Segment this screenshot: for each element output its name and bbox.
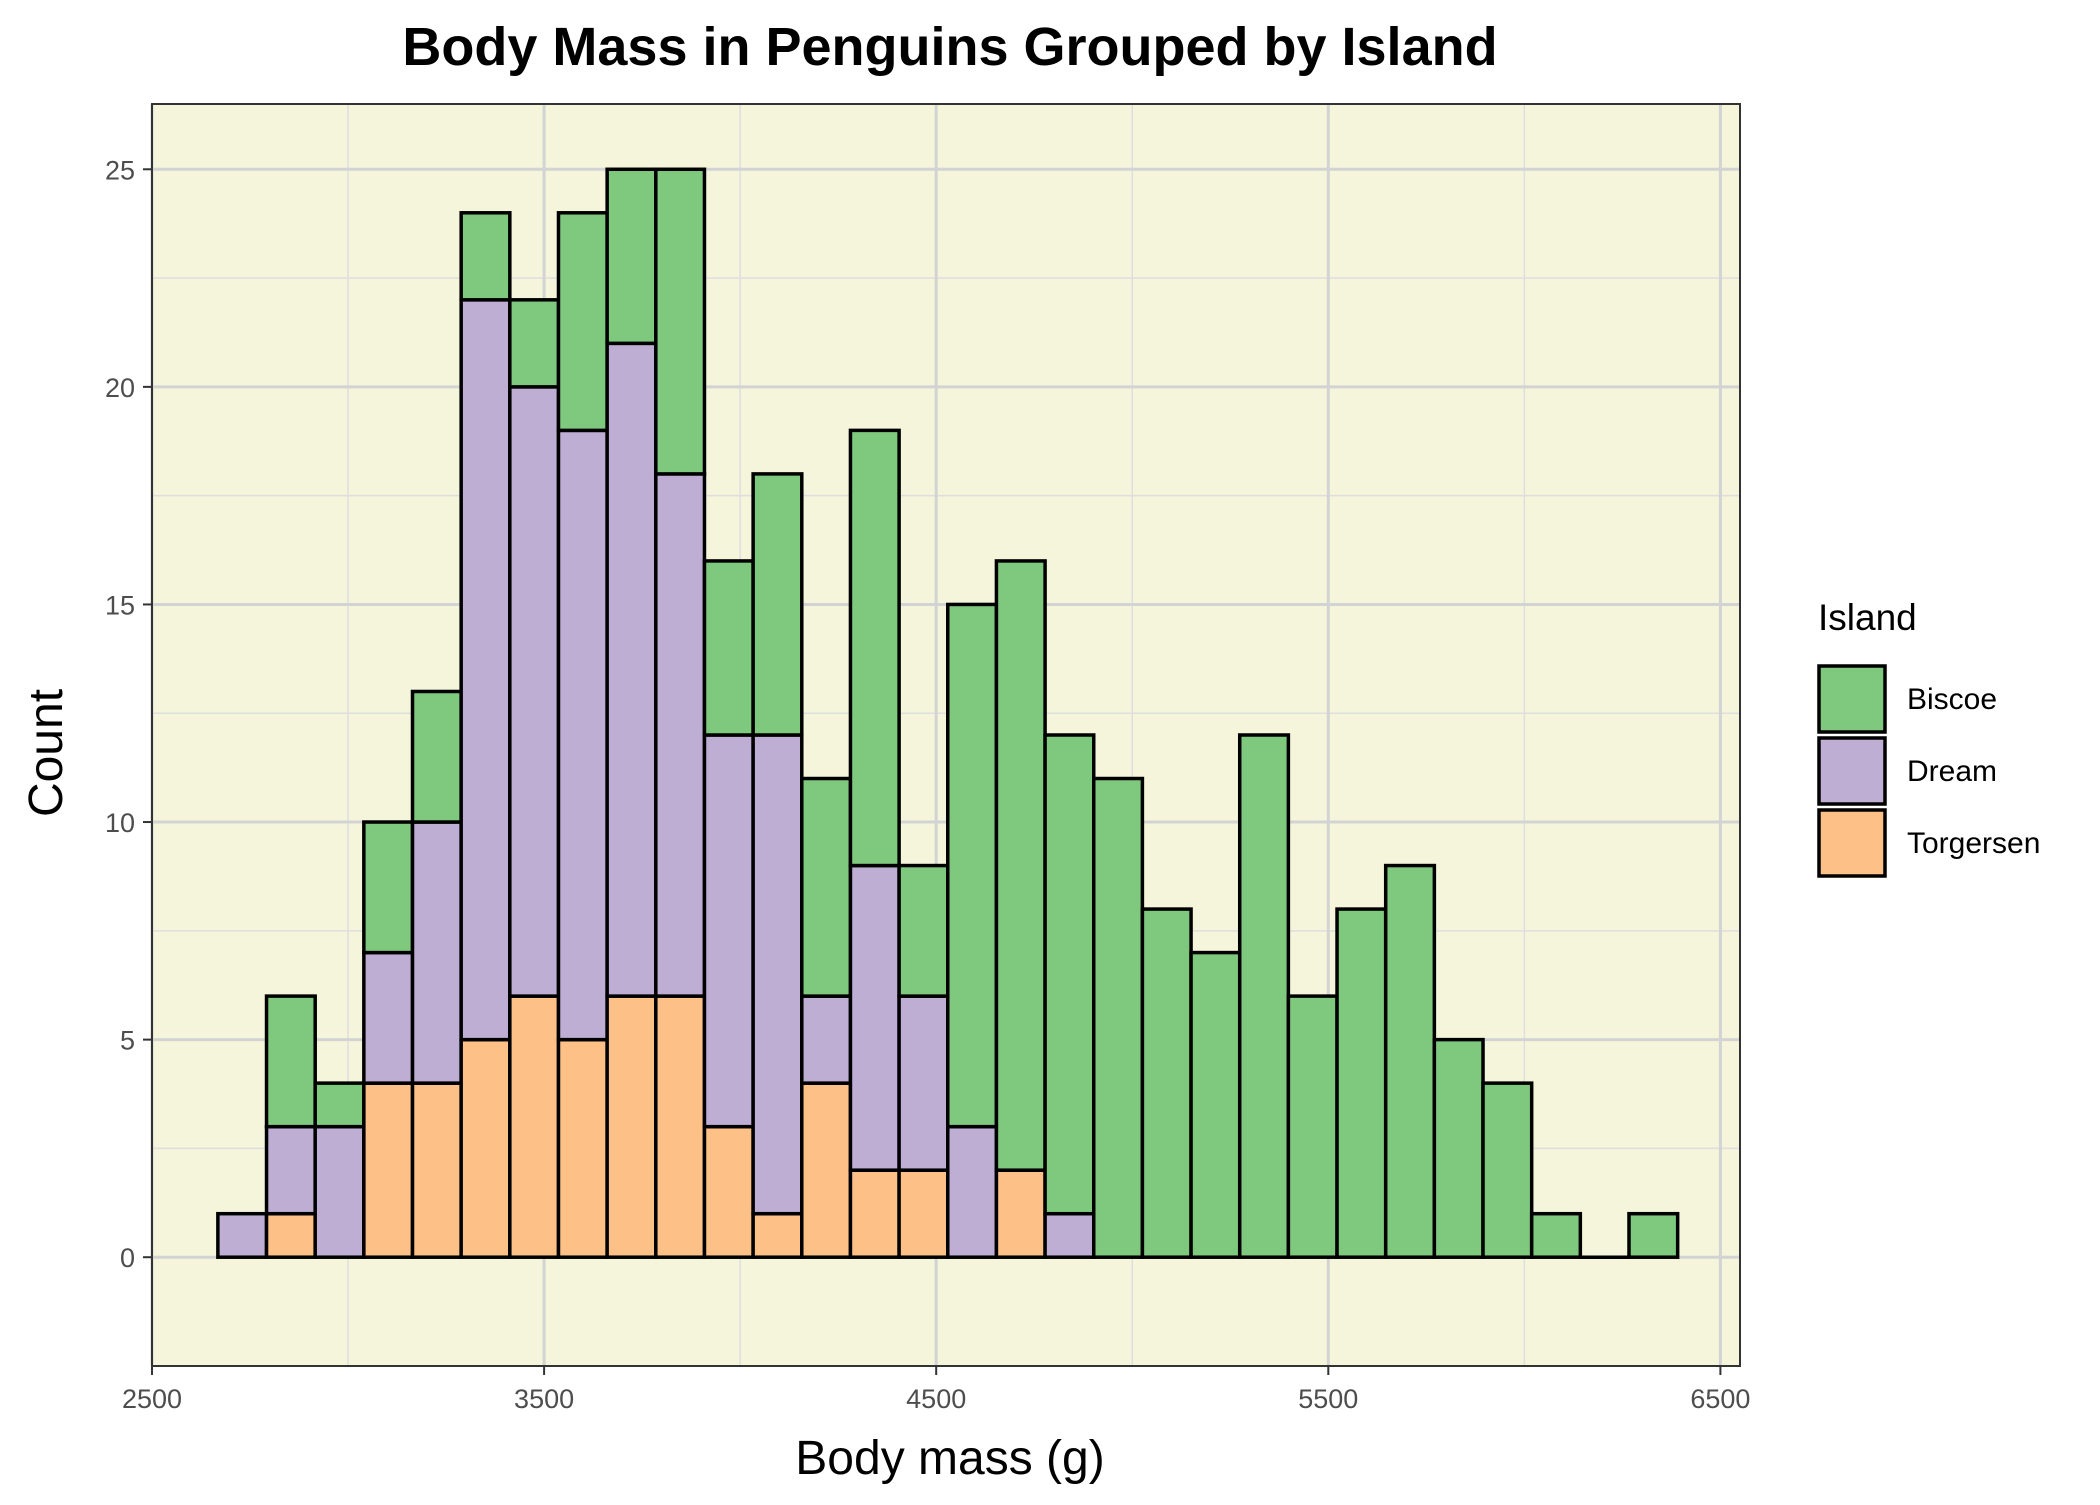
bar-torgersen xyxy=(702,1124,755,1259)
legend-label: Torgersen xyxy=(1907,827,2040,860)
legend-label: Biscoe xyxy=(1907,683,1997,716)
x-tick-label: 5500 xyxy=(1298,1384,1358,1414)
bar-biscoe xyxy=(556,211,609,433)
plot-panel-border xyxy=(151,103,1741,1367)
bar-torgersen xyxy=(410,1081,463,1259)
legend-swatch xyxy=(1817,736,1887,806)
bar-biscoe xyxy=(1189,950,1242,1259)
legend-label: Dream xyxy=(1907,755,1997,788)
bar-torgersen xyxy=(751,1211,804,1259)
bar-biscoe xyxy=(410,689,463,824)
bar-torgersen xyxy=(264,1211,317,1259)
bar-biscoe xyxy=(459,211,512,302)
legend-swatch xyxy=(1817,664,1887,734)
chart-title: Body Mass in Penguins Grouped by Island xyxy=(402,17,1497,77)
bar-biscoe xyxy=(1043,733,1096,1216)
bar-biscoe xyxy=(313,1081,366,1129)
y-tick-label: 25 xyxy=(105,155,135,185)
x-axis-title: Body mass (g) xyxy=(795,1432,1104,1485)
legend-item-torgersen: Torgersen xyxy=(1817,808,2040,878)
bar-biscoe xyxy=(1627,1211,1680,1259)
bar-torgersen xyxy=(994,1168,1047,1259)
bar-dream xyxy=(848,863,901,1172)
bar-torgersen xyxy=(556,1037,609,1259)
bar-dream xyxy=(751,733,804,1216)
bar-torgersen xyxy=(800,1081,853,1259)
y-tick-label: 5 xyxy=(120,1026,135,1056)
legend-swatch xyxy=(1817,808,1887,878)
bar-biscoe xyxy=(946,602,999,1129)
bar-torgersen xyxy=(654,994,707,1259)
bar-biscoe xyxy=(1140,907,1193,1259)
bar-biscoe xyxy=(751,472,804,737)
y-axis-title: Count xyxy=(20,689,73,817)
bar-dream xyxy=(800,994,853,1085)
bar-biscoe xyxy=(1383,863,1437,1259)
legend-item-dream: Dream xyxy=(1817,736,1997,806)
bar-biscoe xyxy=(654,167,707,476)
bar-biscoe xyxy=(1335,907,1388,1259)
bar-biscoe xyxy=(605,167,658,346)
bar-dream xyxy=(508,385,561,998)
bar-dream xyxy=(556,428,609,1042)
bar-dream xyxy=(605,341,658,998)
y-tick-label: 20 xyxy=(105,373,135,403)
bar-dream xyxy=(362,950,415,1085)
bar-biscoe xyxy=(800,776,853,998)
bar-dream xyxy=(654,472,707,998)
bar-torgersen xyxy=(362,1081,415,1259)
bar-biscoe xyxy=(362,820,415,955)
bar-torgersen xyxy=(848,1168,901,1259)
bar-dream xyxy=(313,1124,366,1259)
y-tick-label: 15 xyxy=(105,590,135,620)
bar-biscoe xyxy=(1286,994,1339,1259)
bars xyxy=(216,167,1680,1259)
bar-torgersen xyxy=(459,1037,512,1259)
y-tick-label: 10 xyxy=(105,808,135,838)
bar-dream xyxy=(897,994,950,1172)
bar-biscoe xyxy=(848,428,901,868)
legend-title: Island xyxy=(1818,597,1917,638)
x-tick-label: 2500 xyxy=(122,1384,182,1414)
legend-item-biscoe: Biscoe xyxy=(1817,664,1997,734)
bar-biscoe xyxy=(508,298,561,389)
bar-torgersen xyxy=(508,994,561,1259)
bar-dream xyxy=(459,298,512,1042)
bar-dream xyxy=(946,1124,999,1259)
bar-biscoe xyxy=(1237,733,1291,1259)
bar-dream xyxy=(1043,1211,1096,1259)
bar-torgersen xyxy=(605,994,658,1259)
bar-biscoe xyxy=(264,994,317,1129)
axis-ticks: 2500 3500 4500 5500 6500 0 5 10 15 20 25 xyxy=(105,155,1750,1414)
bar-biscoe xyxy=(1529,1211,1583,1259)
x-tick-label: 3500 xyxy=(514,1384,574,1414)
bar-biscoe xyxy=(1481,1081,1534,1259)
y-tick-label: 0 xyxy=(120,1243,135,1273)
bar-dream xyxy=(264,1124,317,1216)
bar-biscoe xyxy=(702,559,755,737)
bar-dream xyxy=(702,733,755,1129)
x-tick-label: 6500 xyxy=(1690,1384,1750,1414)
x-tick-label: 4500 xyxy=(906,1384,966,1414)
bar-torgersen xyxy=(897,1168,950,1259)
bar-dream xyxy=(410,820,463,1085)
bar-biscoe xyxy=(1432,1037,1485,1259)
bar-biscoe xyxy=(897,863,950,998)
bar-dream xyxy=(216,1211,269,1259)
bar-biscoe xyxy=(1091,776,1145,1259)
bar-biscoe xyxy=(994,559,1047,1172)
